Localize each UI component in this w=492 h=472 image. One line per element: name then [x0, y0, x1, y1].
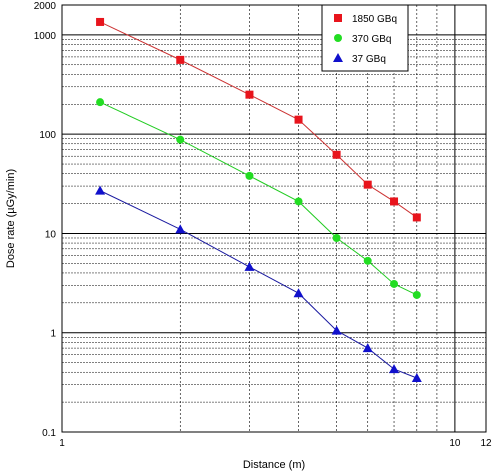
- data-point-triangle: [95, 185, 106, 195]
- data-point-triangle: [411, 372, 422, 382]
- data-point-triangle: [293, 288, 304, 298]
- data-point-circle: [363, 256, 372, 265]
- series-line: [99, 21, 418, 218]
- data-point-square: [245, 90, 254, 99]
- data-point-circle: [294, 197, 303, 206]
- x-tick-label: 1: [59, 438, 65, 449]
- y-tick-label: 10: [45, 229, 57, 240]
- data-point-square: [334, 14, 342, 22]
- data-point-circle: [96, 98, 105, 107]
- legend-label: 37 GBq: [352, 54, 386, 65]
- data-point-square: [390, 197, 399, 206]
- data-point-triangle: [331, 325, 342, 335]
- data-point-square: [96, 17, 105, 26]
- data-point-triangle: [362, 343, 373, 353]
- y-tick-label: 1: [50, 329, 56, 340]
- x-tick-label: 10: [449, 438, 461, 449]
- data-point-circle: [390, 279, 399, 288]
- series-line: [99, 190, 417, 379]
- data-point-square: [363, 180, 372, 189]
- y-tick-label: 2000: [34, 1, 57, 12]
- legend: 1850 GBq 370 GBq 37 GBq: [321, 4, 409, 72]
- data-point-triangle: [175, 224, 186, 234]
- data-point-square: [332, 150, 341, 159]
- x-tick-label: 12: [480, 438, 492, 449]
- y-tick-label: 1000: [34, 31, 57, 42]
- x-axis-title: Distance (m): [243, 459, 305, 471]
- data-point-circle: [332, 233, 341, 242]
- y-axis-title: Dose rate (µGy/min): [5, 169, 17, 268]
- series: [95, 17, 422, 382]
- series-group: [96, 98, 421, 299]
- data-point-triangle: [333, 53, 343, 62]
- data-point-triangle: [244, 261, 255, 271]
- data-point-square: [294, 115, 303, 124]
- legend-label: 370 GBq: [352, 34, 391, 45]
- data-point-square: [176, 55, 185, 64]
- grid: [62, 5, 486, 432]
- data-point-circle: [176, 135, 185, 144]
- data-point-circle: [412, 290, 421, 299]
- data-point-circle: [245, 171, 254, 180]
- series-group: [96, 17, 421, 222]
- y-tick-label: 100: [39, 130, 56, 141]
- series-group: [95, 185, 422, 382]
- legend-label: 1850 GBq: [352, 14, 397, 25]
- series-line: [99, 101, 418, 296]
- plot-frame: [61, 4, 487, 433]
- data-point-circle: [334, 34, 342, 42]
- y-tick-label: 0.1: [42, 428, 56, 439]
- data-point-triangle: [389, 364, 400, 374]
- data-point-square: [412, 213, 421, 222]
